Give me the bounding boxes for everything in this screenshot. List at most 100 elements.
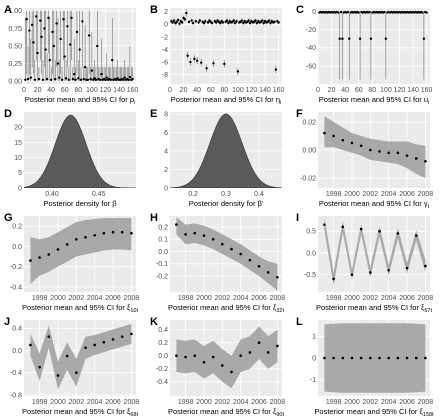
- mean-point: [405, 266, 409, 270]
- x-tick-label: 80: [368, 87, 376, 94]
- data-point: [210, 21, 214, 25]
- data-point: [30, 23, 34, 27]
- mean-point: [378, 229, 381, 233]
- x-axis-label: Posterior mean and 95% CI for ui: [319, 95, 429, 106]
- x-axis-label: Posterior mean and 95% CI for ξ57t: [316, 303, 433, 314]
- x-tick-label: 120: [394, 87, 406, 94]
- data-point: [190, 19, 193, 22]
- data-point: [214, 21, 218, 24]
- y-tick-label: -0.2: [156, 273, 168, 280]
- plot-content: [323, 323, 427, 393]
- plot-content: [170, 9, 280, 76]
- density-area: [24, 114, 136, 188]
- mean-point: [230, 370, 233, 374]
- data-point: [44, 48, 47, 51]
- x-tick-label: 20: [34, 87, 42, 94]
- ci-band: [324, 323, 426, 393]
- panel-j: 1998 2000 2002 2004 2006 2008 0.4 0.0 -0.4 -0.8 J P…: [4, 316, 139, 416]
- data-point: [202, 21, 206, 25]
- data-point: [200, 61, 203, 64]
- data-point: [273, 20, 276, 24]
- panel-b: 0 20 40 60 80 100 120 140 16020-2-4-6-8BPosterio…: [150, 4, 285, 106]
- data-point: [67, 78, 71, 81]
- x-tick-label: 0.3: [221, 191, 231, 198]
- data-point: [197, 21, 200, 24]
- mean-point: [257, 341, 261, 345]
- y-tick-label: 8: [164, 111, 168, 118]
- y-tick-label: -0.2: [156, 366, 168, 373]
- x-tick-label: 20: [180, 87, 188, 94]
- mean-point: [29, 259, 32, 262]
- y-tick-label: 5: [18, 170, 22, 177]
- mean-point: [102, 231, 106, 235]
- mean-point: [424, 264, 427, 268]
- data-point: [83, 65, 87, 69]
- data-point: [191, 21, 195, 25]
- panel-letter: A: [4, 4, 12, 16]
- data-point: [240, 19, 244, 22]
- mean-point: [378, 356, 381, 360]
- x-tick-label: 60: [355, 87, 363, 94]
- panel-g: 1998 2000 2002 2004 2006 2008 0.2 0.0 -0.2 -0.4 G P…: [4, 212, 139, 314]
- data-point: [236, 70, 240, 73]
- data-point: [64, 77, 68, 80]
- data-point: [178, 22, 181, 25]
- data-point: [337, 11, 340, 14]
- y-tick-label: 1.00: [8, 8, 22, 15]
- ci-band: [324, 218, 426, 286]
- mean-point: [396, 151, 400, 155]
- panel-d: 0.40 0.45 0 5 10 15 20D Posterior density for β: [4, 108, 136, 208]
- y-tick-label: 0.00: [302, 147, 316, 154]
- data-point: [73, 72, 76, 76]
- y-tick-label: -0.2: [10, 264, 22, 271]
- panel-a: 0 20 40 60 80 100 120 140 160 0.00 0.25 0.50 0.75 1.0…: [4, 4, 139, 106]
- mean-point: [276, 344, 279, 348]
- data-point: [35, 15, 38, 18]
- x-tick-label: 40: [193, 87, 201, 94]
- mean-point: [65, 243, 69, 246]
- data-point: [219, 21, 222, 25]
- data-point: [89, 77, 92, 81]
- data-point: [77, 77, 80, 80]
- x-tick-label: 1998: [32, 399, 48, 406]
- data-point: [94, 78, 98, 81]
- data-point: [48, 58, 51, 62]
- data-point: [269, 21, 272, 25]
- mean-point: [341, 138, 345, 142]
- y-tick-label: -1: [310, 377, 316, 384]
- y-tick-label: 0: [312, 9, 316, 16]
- x-tick-label: 2000: [50, 295, 66, 302]
- data-point: [40, 35, 43, 39]
- mean-point: [323, 356, 326, 360]
- mean-point: [257, 264, 261, 268]
- data-point: [261, 19, 264, 22]
- panel-letter: I: [296, 212, 299, 224]
- x-tick-label: 0: [316, 87, 320, 94]
- x-tick-label: 1998: [326, 191, 342, 198]
- data-point: [123, 76, 126, 79]
- mean-point: [184, 233, 187, 236]
- x-tick-label: 2008: [124, 399, 140, 406]
- data-point: [60, 78, 64, 81]
- data-point: [62, 18, 65, 21]
- mean-point: [266, 351, 270, 354]
- data-point: [341, 37, 344, 40]
- mean-point: [350, 356, 354, 360]
- data-point: [225, 19, 229, 22]
- mean-point: [424, 356, 427, 360]
- data-point: [41, 78, 45, 81]
- y-tick-label: 0.2: [158, 224, 168, 231]
- y-tick-label: 0: [164, 22, 168, 29]
- y-tick-label: -0.8: [10, 392, 22, 399]
- mean-point: [130, 332, 133, 336]
- x-tick-label: 2004: [87, 399, 103, 406]
- y-tick-label: -0.1: [156, 261, 168, 268]
- mean-point: [102, 340, 106, 344]
- mean-point: [323, 131, 326, 135]
- plot-content: [323, 218, 427, 286]
- x-tick-label: 40: [341, 87, 349, 94]
- x-tick-label: 80: [220, 87, 228, 94]
- x-tick-label: 2002: [363, 295, 379, 302]
- data-point: [346, 10, 350, 14]
- data-point: [109, 78, 113, 81]
